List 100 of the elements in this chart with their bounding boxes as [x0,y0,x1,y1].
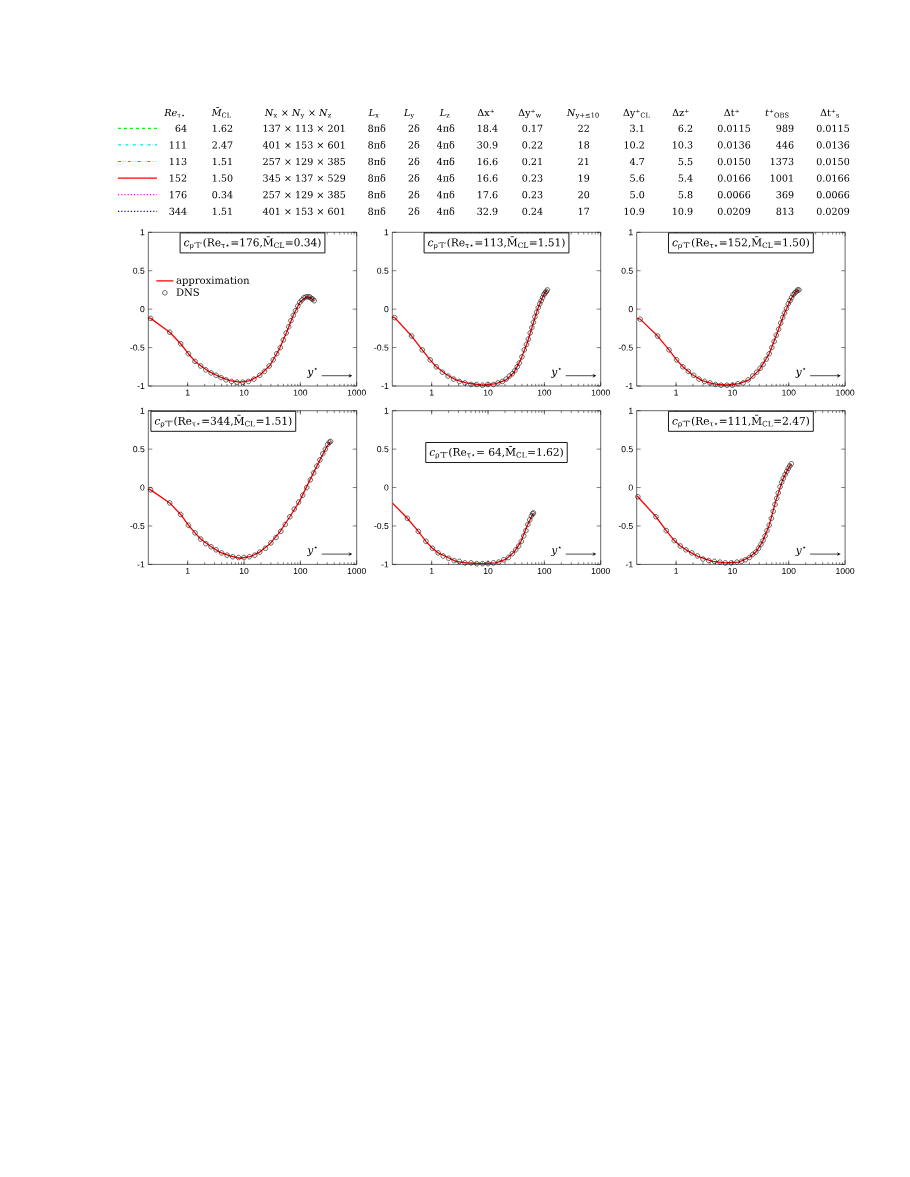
text: 4πδ [436,141,455,149]
y-tick-label: -1 [381,561,389,568]
y-tick-label: -0.5 [618,522,633,530]
text: 5.0 [630,191,645,199]
y-tick-label: 0.5 [133,446,145,453]
y-tick-label: 1 [384,407,389,414]
text: 8πδ [368,174,386,182]
y-tick-label: 0 [628,484,633,491]
y-tick-label: 1 [629,229,633,236]
text: 8πδ [368,141,386,149]
y-tick-label: -0.5 [374,344,389,351]
y-tick-label: -0.5 [618,344,633,351]
category-label: Δt⁺ [724,109,739,117]
text: 257 × 129 × 385 [263,157,346,166]
category-label: L$_{x}$ [368,109,379,118]
x-tick-label: 1000 [347,567,366,575]
text: 32.9 [477,207,498,215]
x-tick-label: 10 [483,567,493,575]
x-tick-label: 1000 [836,567,855,575]
category-label: M̄$_{CL}$ [211,107,231,118]
category-label: Δy⁺$_{CL}$ [623,109,650,119]
text: c$_{ρ′T′}$(Re$_{τ⋆}$=344,M̄$_{CL}$=1.51) [154,414,292,428]
y-tick-label: 0.5 [133,267,145,274]
text: 0.0209 [717,207,751,215]
text: 2δ [408,207,420,215]
text: 5.4 [678,174,693,182]
text: 2δ [408,124,420,132]
text: 19 [578,174,590,182]
text: 3.1 [630,124,644,132]
text: 10.3 [672,141,693,149]
text: 18.4 [477,124,498,132]
text: 30.9 [477,141,498,149]
x-tick-label: 1000 [591,389,610,396]
x-tick-label: 10 [483,389,493,396]
text: 2.47 [212,141,233,149]
text: 4πδ [436,124,455,132]
text: 5.8 [678,191,693,199]
text: 6.2 [678,124,693,132]
legend-label: DNS [176,288,199,296]
text: 10.2 [624,141,644,149]
text: 5.5 [678,158,693,166]
text: 176 [169,191,187,199]
text: 369 [776,191,794,199]
x-tick-label: 10 [728,567,737,575]
text: 2δ [408,141,420,149]
text: 0.0066 [717,191,751,199]
text: 17.6 [477,191,498,199]
x-axis-title: y$^{⋆}$ [795,545,806,557]
x-tick-label: 100 [537,567,552,575]
text: 4πδ [436,174,455,182]
text: 257 × 129 × 385 [263,191,346,199]
x-tick-label: 1 [185,567,190,574]
text: 111 [169,141,186,149]
y-tick-label: 0 [628,306,633,313]
text: 2δ [408,174,420,182]
x-tick-label: 100 [293,567,308,575]
y-tick-label: 0 [140,306,145,313]
y-tick-label: 1 [629,407,633,414]
text: 1.51 [212,157,232,166]
y-tick-label: 0.5 [377,267,389,274]
text: 1.51 [212,207,232,215]
y-tick-label: -1 [625,383,633,389]
category-label: L$_{y}$ [403,109,415,119]
category-label: L$_{z}$ [439,109,450,118]
text: 137 × 113 × 201 [263,124,345,132]
y-tick-label: -1 [381,383,389,389]
x-axis-title: y$^{⋆}$ [550,545,562,557]
text: 0.0166 [816,174,850,182]
text: 152 [169,174,187,182]
y-tick-label: -0.5 [130,522,145,530]
text: 0.0115 [816,124,850,132]
text: 401 × 153 × 601 [262,141,345,149]
text: 0.0066 [816,191,850,199]
text: 2δ [408,190,420,199]
category-label: Δx⁺ [477,109,495,116]
text: 0.0166 [717,174,751,182]
text: 0.0136 [816,141,850,149]
text: 10.9 [672,207,693,215]
chart-title: c$_{ρ′T′}$(Re$_{τ⋆}$=176,M̄$_{CL}$=0.34) [184,236,321,250]
y-tick-label: 0 [384,306,389,313]
text: 22 [578,124,589,132]
category-label: Δt⁺$_{s}$ [820,109,840,118]
x-axis-title: y$^{⋆}$ [550,367,562,378]
text: 0.22 [522,141,543,149]
text: 0.23 [522,191,543,199]
category-label: Re$_{τ⋆}$ [164,109,185,118]
text: 0.17 [522,124,543,132]
x-tick-label: 1 [674,567,679,574]
x-tick-label: 10 [239,567,249,575]
text: 344 [169,207,187,215]
y-tick-label: 0 [384,484,389,491]
x-tick-label: 10 [728,389,737,396]
text: 8πδ [368,190,386,199]
x-tick-label: 1000 [591,567,610,575]
y-tick-label: 1 [140,407,145,414]
text: c$_{ρ′T′}$(Re$_{τ⋆}$= 64,M̄$_{CL}$=1.62) [429,446,563,460]
y-tick-label: 0 [140,484,145,491]
chart-title: c$_{ρ′T′}$(Re$_{τ⋆}$=152,M̄$_{CL}$=1.50) [672,236,809,250]
text: 446 [776,141,794,149]
x-tick-label: 1 [429,567,434,574]
